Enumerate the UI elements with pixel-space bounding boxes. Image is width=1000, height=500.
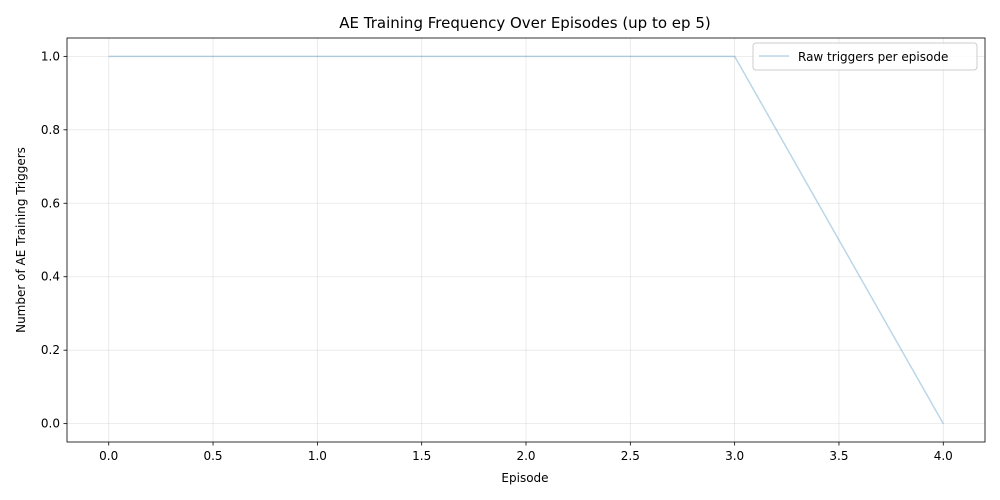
legend-label: Raw triggers per episode	[798, 50, 948, 64]
x-axis-label: Episode	[501, 471, 548, 485]
legend-frame	[752, 42, 978, 71]
y-tick-label: 0.6	[41, 196, 60, 210]
y-tick-label: 0.2	[41, 343, 60, 357]
series-line	[108, 55, 944, 425]
y-tick-label: 0.0	[41, 417, 60, 431]
y-tick-label: 0.4	[41, 270, 60, 284]
x-tick-label: 0.0	[99, 449, 118, 463]
x-tick-label: 2.0	[516, 449, 535, 463]
x-tick-label: 0.5	[203, 449, 222, 463]
x-tick-label: 2.5	[621, 449, 640, 463]
series-layer	[108, 55, 944, 425]
x-tick-label: 4.0	[934, 449, 953, 463]
x-tick-label: 3.5	[829, 449, 848, 463]
y-tick-label: 0.8	[41, 123, 60, 137]
x-tick-label: 1.0	[308, 449, 327, 463]
y-tick-label: 1.0	[41, 49, 60, 63]
x-tick-label: 1.5	[412, 449, 431, 463]
legend: Raw triggers per episode	[752, 42, 978, 71]
x-tick-label: 3.0	[725, 449, 744, 463]
grid	[67, 38, 985, 442]
chart-title: AE Training Frequency Over Episodes (up …	[339, 14, 710, 32]
x-axis: 0.0 0.5 1.0 1.5 2.0 2.5 3.0 3.5 4.0	[99, 442, 953, 463]
y-axis: 0.0 0.2 0.4 0.6 0.8 1.0	[41, 49, 67, 431]
y-axis-label: Number of AE Training Triggers	[14, 147, 28, 333]
